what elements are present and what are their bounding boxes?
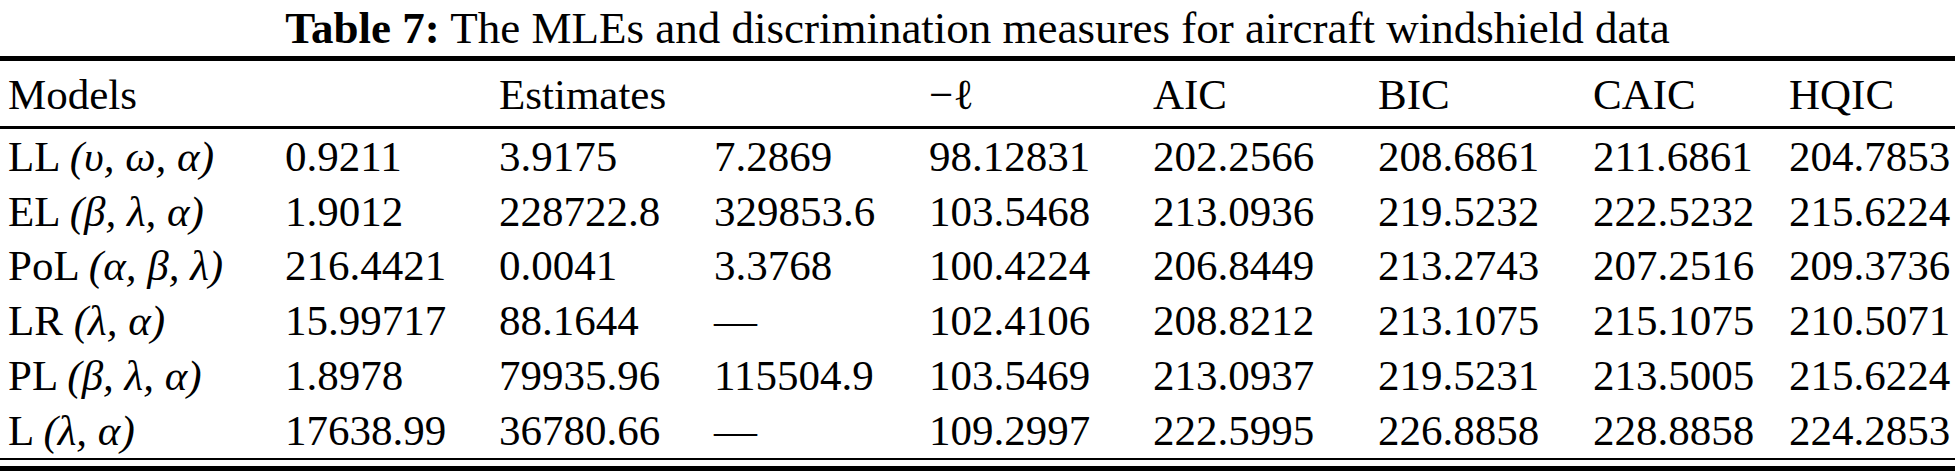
model-params: (λ, α) [74,297,165,344]
hqic-cell: 215.6224 [1789,190,1955,233]
hqic-cell: 215.6224 [1789,354,1955,397]
estimate-cell: 17638.99 [285,409,499,452]
bic-cell: 219.5232 [1378,190,1593,233]
aic-cell: 206.8449 [1153,244,1378,287]
aic-cell: 222.5995 [1153,409,1378,452]
table-header-row: Models Estimates −ℓ AIC BIC CAIC HQIC [0,61,1955,126]
header-estimates: Estimates [499,73,714,126]
header-aic: AIC [1153,73,1378,126]
model-cell: PoL (α, β, λ) [0,244,285,287]
estimate-cell: 0.9211 [285,135,499,178]
caic-cell: 213.5005 [1593,354,1789,397]
header-models: Models [0,73,285,126]
caic-cell: 228.8858 [1593,409,1789,452]
estimate-cell: 15.99717 [285,299,499,342]
hqic-cell: 209.3736 [1789,244,1955,287]
neg-loglik-cell: 103.5469 [929,354,1153,397]
header-caic: CAIC [1593,73,1789,126]
bic-cell: 208.6861 [1378,135,1593,178]
neg-loglik-cell: 98.12831 [929,135,1153,178]
aic-cell: 213.0936 [1153,190,1378,233]
model-cell: LR (λ, α) [0,299,285,342]
table-row: LR (λ, α) 15.99717 88.1644 — 102.4106 20… [0,293,1955,348]
table-caption-label: Table 7: [285,3,440,53]
estimate-cell: 1.8978 [285,354,499,397]
table-bottom-rule-thick [0,466,1955,471]
bic-cell: 226.8858 [1378,409,1593,452]
caic-cell: 215.1075 [1593,299,1789,342]
header-spacer [285,116,499,126]
paper-table-page: Table 7: The MLEs and discrimination mea… [0,0,1955,475]
neg-loglik-cell: 100.4224 [929,244,1153,287]
estimate-cell: — [714,299,929,342]
bic-cell: 219.5231 [1378,354,1593,397]
data-table: Models Estimates −ℓ AIC BIC CAIC HQIC LL… [0,56,1955,471]
model-cell: PL (β, λ, α) [0,354,285,397]
estimate-cell: 79935.96 [499,354,714,397]
estimate-cell: 0.0041 [499,244,714,287]
aic-cell: 213.0937 [1153,354,1378,397]
header-hqic: HQIC [1789,73,1955,126]
model-name: LL [8,133,59,180]
estimate-cell: 88.1644 [499,299,714,342]
hqic-cell: 210.5071 [1789,299,1955,342]
bic-cell: 213.2743 [1378,244,1593,287]
header-bic: BIC [1378,73,1593,126]
estimate-cell: 7.2869 [714,135,929,178]
model-name: PoL [8,242,78,289]
model-params: (υ, ω, α) [70,133,214,180]
model-params: (α, β, λ) [89,242,223,289]
estimate-cell: 329853.6 [714,190,929,233]
model-params: (β, λ, α) [70,188,204,235]
header-neg-loglik: −ℓ [929,73,1153,126]
estimate-cell: 228722.8 [499,190,714,233]
hqic-cell: 224.2853 [1789,409,1955,452]
estimate-cell: 3.3768 [714,244,929,287]
table-row: L (λ, α) 17638.99 36780.66 — 109.2997 22… [0,403,1955,458]
model-name: L [8,407,33,454]
table-caption-text: The MLEs and discrimination measures for… [440,3,1670,53]
table-row: LL (υ, ω, α) 0.9211 3.9175 7.2869 98.128… [0,129,1955,184]
neg-loglik-cell: 103.5468 [929,190,1153,233]
model-name: PL [8,352,57,399]
model-cell: LL (υ, ω, α) [0,135,285,178]
model-cell: L (λ, α) [0,409,285,452]
estimate-cell: 36780.66 [499,409,714,452]
model-params: (β, λ, α) [67,352,201,399]
estimate-cell: 216.4421 [285,244,499,287]
caic-cell: 222.5232 [1593,190,1789,233]
aic-cell: 202.2566 [1153,135,1378,178]
header-spacer [714,116,929,126]
hqic-cell: 204.7853 [1789,135,1955,178]
model-cell: EL (β, λ, α) [0,190,285,233]
neg-loglik-cell: 102.4106 [929,299,1153,342]
model-params: (λ, α) [43,407,134,454]
estimate-cell: 3.9175 [499,135,714,178]
table-row: PoL (α, β, λ) 216.4421 0.0041 3.3768 100… [0,239,1955,294]
estimate-cell: 115504.9 [714,354,929,397]
estimate-cell: — [714,409,929,452]
table-row: PL (β, λ, α) 1.8978 79935.96 115504.9 10… [0,348,1955,403]
caic-cell: 207.2516 [1593,244,1789,287]
model-name: LR [8,297,63,344]
estimate-cell: 1.9012 [285,190,499,233]
caic-cell: 211.6861 [1593,135,1789,178]
neg-loglik-cell: 109.2997 [929,409,1153,452]
aic-cell: 208.8212 [1153,299,1378,342]
bic-cell: 213.1075 [1378,299,1593,342]
table-caption: Table 7: The MLEs and discrimination mea… [0,2,1955,54]
model-name: EL [8,188,59,235]
table-row: EL (β, λ, α) 1.9012 228722.8 329853.6 10… [0,184,1955,239]
